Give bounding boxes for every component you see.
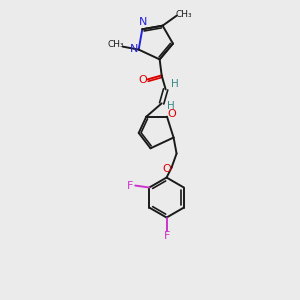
Text: O: O [168,109,176,118]
Text: H: H [171,80,178,89]
Text: CH₃: CH₃ [107,40,124,49]
Text: N: N [130,44,138,54]
Text: CH₃: CH₃ [175,10,192,19]
Text: O: O [162,164,171,173]
Text: F: F [127,181,134,190]
Text: O: O [138,75,147,85]
Text: H: H [167,101,175,111]
Text: F: F [164,230,170,241]
Text: N: N [139,17,148,27]
